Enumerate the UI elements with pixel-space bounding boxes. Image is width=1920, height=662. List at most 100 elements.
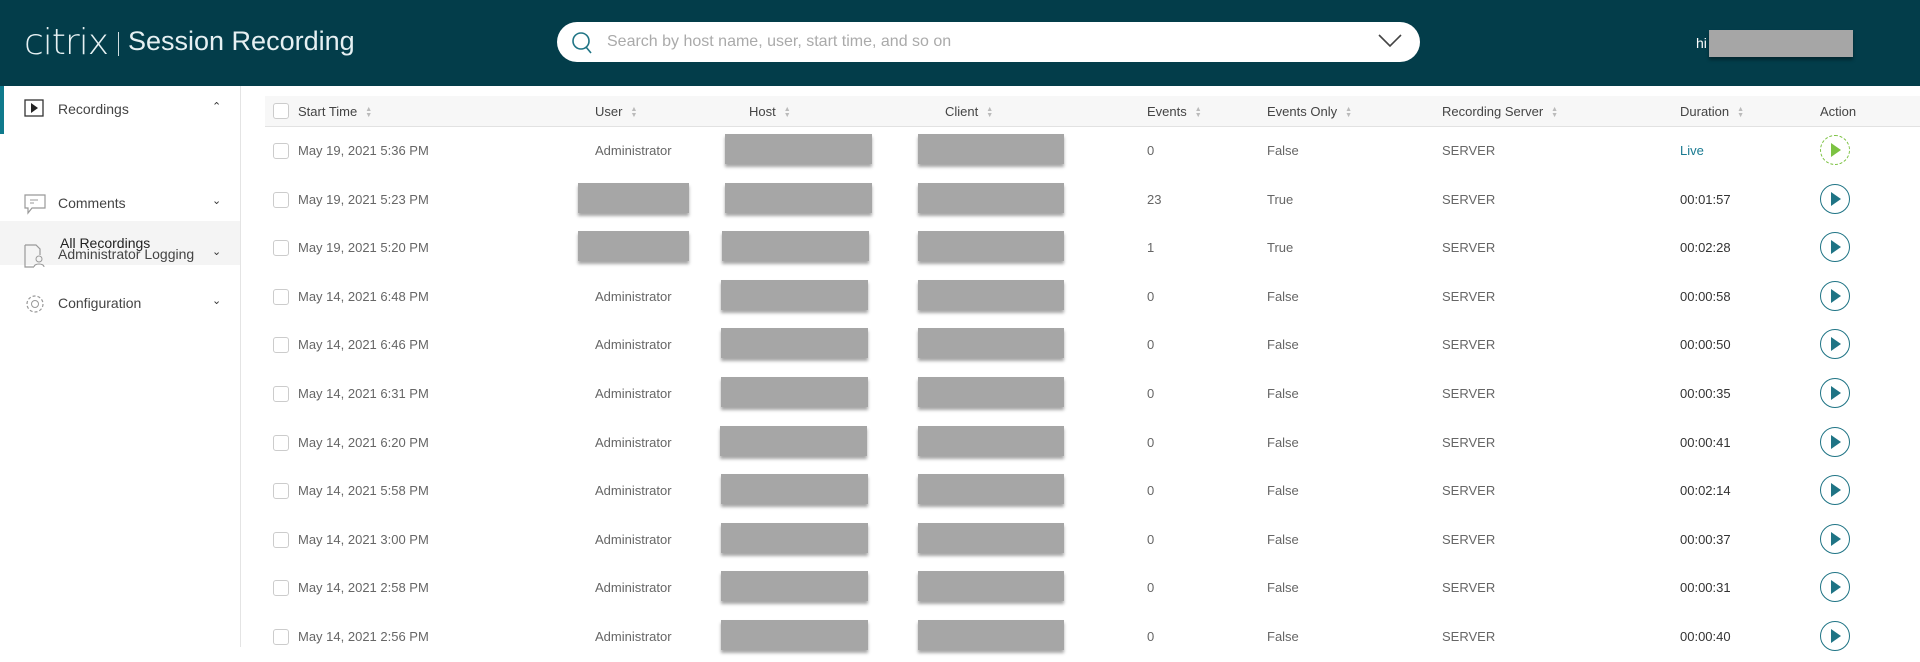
redacted-host [721, 279, 868, 310]
play-icon [1831, 580, 1841, 595]
play-button[interactable] [1820, 572, 1850, 603]
table-row[interactable]: May 19, 2021 5:20 PM 1 True SERVER 00:02:28 [265, 225, 1920, 273]
sidebar-item-configuration[interactable]: Configuration ⌄ [0, 280, 240, 328]
sort-icon[interactable]: ▲ ▼ [630, 105, 638, 119]
table-row[interactable]: May 14, 2021 6:31 PM Administrator 0 False S… [265, 371, 1920, 419]
table-row[interactable]: May 19, 2021 5:36 PM Administrator 0 False S… [265, 128, 1920, 176]
events-only: False [1267, 143, 1299, 158]
row-checkbox[interactable] [273, 191, 289, 208]
events-count: 0 [1147, 629, 1155, 644]
row-checkbox[interactable] [273, 434, 289, 451]
column-header-user[interactable]: User ▲ ▼ [595, 104, 637, 119]
row-checkbox[interactable] [273, 240, 289, 257]
sidebar-item-recordings[interactable]: Recordings ⌃ [0, 86, 240, 134]
row-checkbox[interactable] [273, 337, 289, 354]
play-button[interactable] [1820, 329, 1850, 360]
sort-icon[interactable]: ▲ ▼ [783, 105, 791, 119]
redacted-host [721, 328, 868, 359]
start-time: May 14, 2021 3:00 PM [298, 531, 429, 547]
table-row[interactable]: May 19, 2021 5:23 PM 23 True SERVER 00:01:57 [265, 177, 1920, 225]
table-row[interactable]: May 14, 2021 6:46 PM Administrator 0 False S… [265, 322, 1920, 370]
redacted-username[interactable] [1709, 30, 1853, 57]
column-header-host[interactable]: Host ▲ ▼ [749, 104, 791, 119]
play-icon [1831, 288, 1841, 303]
play-icon [1831, 629, 1841, 643]
column-header-recording-server[interactable]: Recording Server ▲ ▼ [1442, 104, 1558, 119]
duration: 00:00:58 [1680, 288, 1731, 304]
sort-icon[interactable]: ▲ ▼ [1551, 105, 1559, 119]
events-only: False [1267, 629, 1299, 644]
events-only: False [1267, 434, 1299, 450]
recording-server: SERVER [1442, 240, 1496, 256]
table-row[interactable]: May 14, 2021 5:58 PM Administrator 0 False S… [265, 468, 1920, 516]
sort-icon[interactable]: ▲ ▼ [1737, 105, 1745, 119]
table-row[interactable]: May 14, 2021 6:20 PM Administrator 0 False S… [265, 420, 1920, 468]
play-button[interactable] [1820, 232, 1850, 263]
chevron-down-icon[interactable] [1378, 34, 1402, 48]
play-button[interactable] [1820, 183, 1850, 214]
redacted-client [918, 328, 1064, 359]
column-header-events-only[interactable]: Events Only ▲ ▼ [1267, 104, 1352, 119]
sort-icon[interactable]: ▲ ▼ [1194, 105, 1202, 119]
sort-icon[interactable]: ▲ ▼ [986, 105, 994, 119]
table-row[interactable]: May 14, 2021 2:58 PM Administrator 0 False S… [265, 565, 1920, 613]
events-only: True [1267, 191, 1294, 207]
start-time: May 14, 2021 2:56 PM [298, 629, 429, 644]
sort-icon[interactable]: ▲ ▼ [1345, 105, 1353, 119]
play-button[interactable] [1820, 378, 1850, 408]
row-checkbox[interactable] [273, 386, 289, 402]
start-time: May 14, 2021 6:46 PM [298, 337, 429, 353]
search-input[interactable] [607, 28, 1347, 56]
product-title: Session Recording [128, 26, 355, 56]
redacted-user [578, 231, 689, 262]
column-header-label: Action [1820, 104, 1857, 119]
play-button[interactable] [1820, 475, 1850, 506]
duration: 00:00:37 [1680, 531, 1731, 547]
row-checkbox[interactable] [273, 483, 289, 500]
redacted-client [918, 571, 1064, 602]
play-button[interactable] [1820, 523, 1850, 554]
search-box[interactable] [557, 22, 1420, 62]
row-checkbox[interactable] [273, 143, 289, 159]
table-row[interactable]: May 14, 2021 2:56 PM Administrator 0 False S… [265, 614, 1920, 662]
play-icon [1831, 240, 1841, 255]
redacted-host [720, 425, 867, 456]
top-bar: citrix Session Recording hi [0, 0, 1920, 86]
redacted-user [578, 182, 689, 213]
column-header-events[interactable]: Events ▲ ▼ [1147, 104, 1202, 119]
duration: 00:00:50 [1680, 337, 1731, 353]
play-button[interactable] [1820, 426, 1850, 457]
redacted-host [721, 620, 868, 650]
row-checkbox[interactable] [273, 580, 289, 597]
table-row[interactable]: May 14, 2021 3:00 PM Administrator 0 False S… [265, 517, 1920, 565]
sidebar-item-administrator-logging[interactable]: Administrator Logging ⌄ [0, 231, 240, 279]
chevron-down-icon: ⌄ [212, 246, 222, 258]
sidebar-item-label: Comments [58, 195, 126, 211]
sidebar-item-all-recordings[interactable]: All Recordings [0, 221, 240, 265]
row-checkbox[interactable] [273, 629, 289, 645]
redacted-client [918, 279, 1064, 310]
redacted-host [721, 377, 868, 407]
start-time: May 14, 2021 2:58 PM [298, 580, 429, 596]
table-row[interactable]: May 14, 2021 6:48 PM Administrator 0 False S… [265, 274, 1920, 322]
play-button[interactable] [1820, 280, 1850, 311]
chevron-down-icon: ⌄ [212, 295, 222, 307]
user: Administrator [595, 483, 672, 499]
recording-server: SERVER [1442, 434, 1496, 450]
row-checkbox[interactable] [273, 531, 289, 548]
duration: 00:02:14 [1680, 483, 1731, 499]
sidebar-item-comments[interactable]: Comments ⌄ [0, 180, 240, 228]
sort-icon[interactable]: ▲ ▼ [365, 105, 373, 119]
log-user-icon [24, 244, 45, 268]
select-all-checkbox[interactable] [273, 103, 289, 119]
recording-server: SERVER [1442, 629, 1496, 644]
row-checkbox[interactable] [273, 288, 289, 305]
column-header-start-time[interactable]: Start Time ▲ ▼ [298, 104, 372, 119]
play-box-icon [24, 99, 44, 117]
column-header-client[interactable]: Client ▲ ▼ [945, 104, 993, 119]
redacted-host [721, 474, 868, 505]
play-button[interactable] [1820, 135, 1850, 165]
duration: 00:01:57 [1680, 191, 1731, 207]
duration: 00:00:40 [1680, 629, 1731, 644]
column-header-duration[interactable]: Duration ▲ ▼ [1680, 104, 1744, 119]
